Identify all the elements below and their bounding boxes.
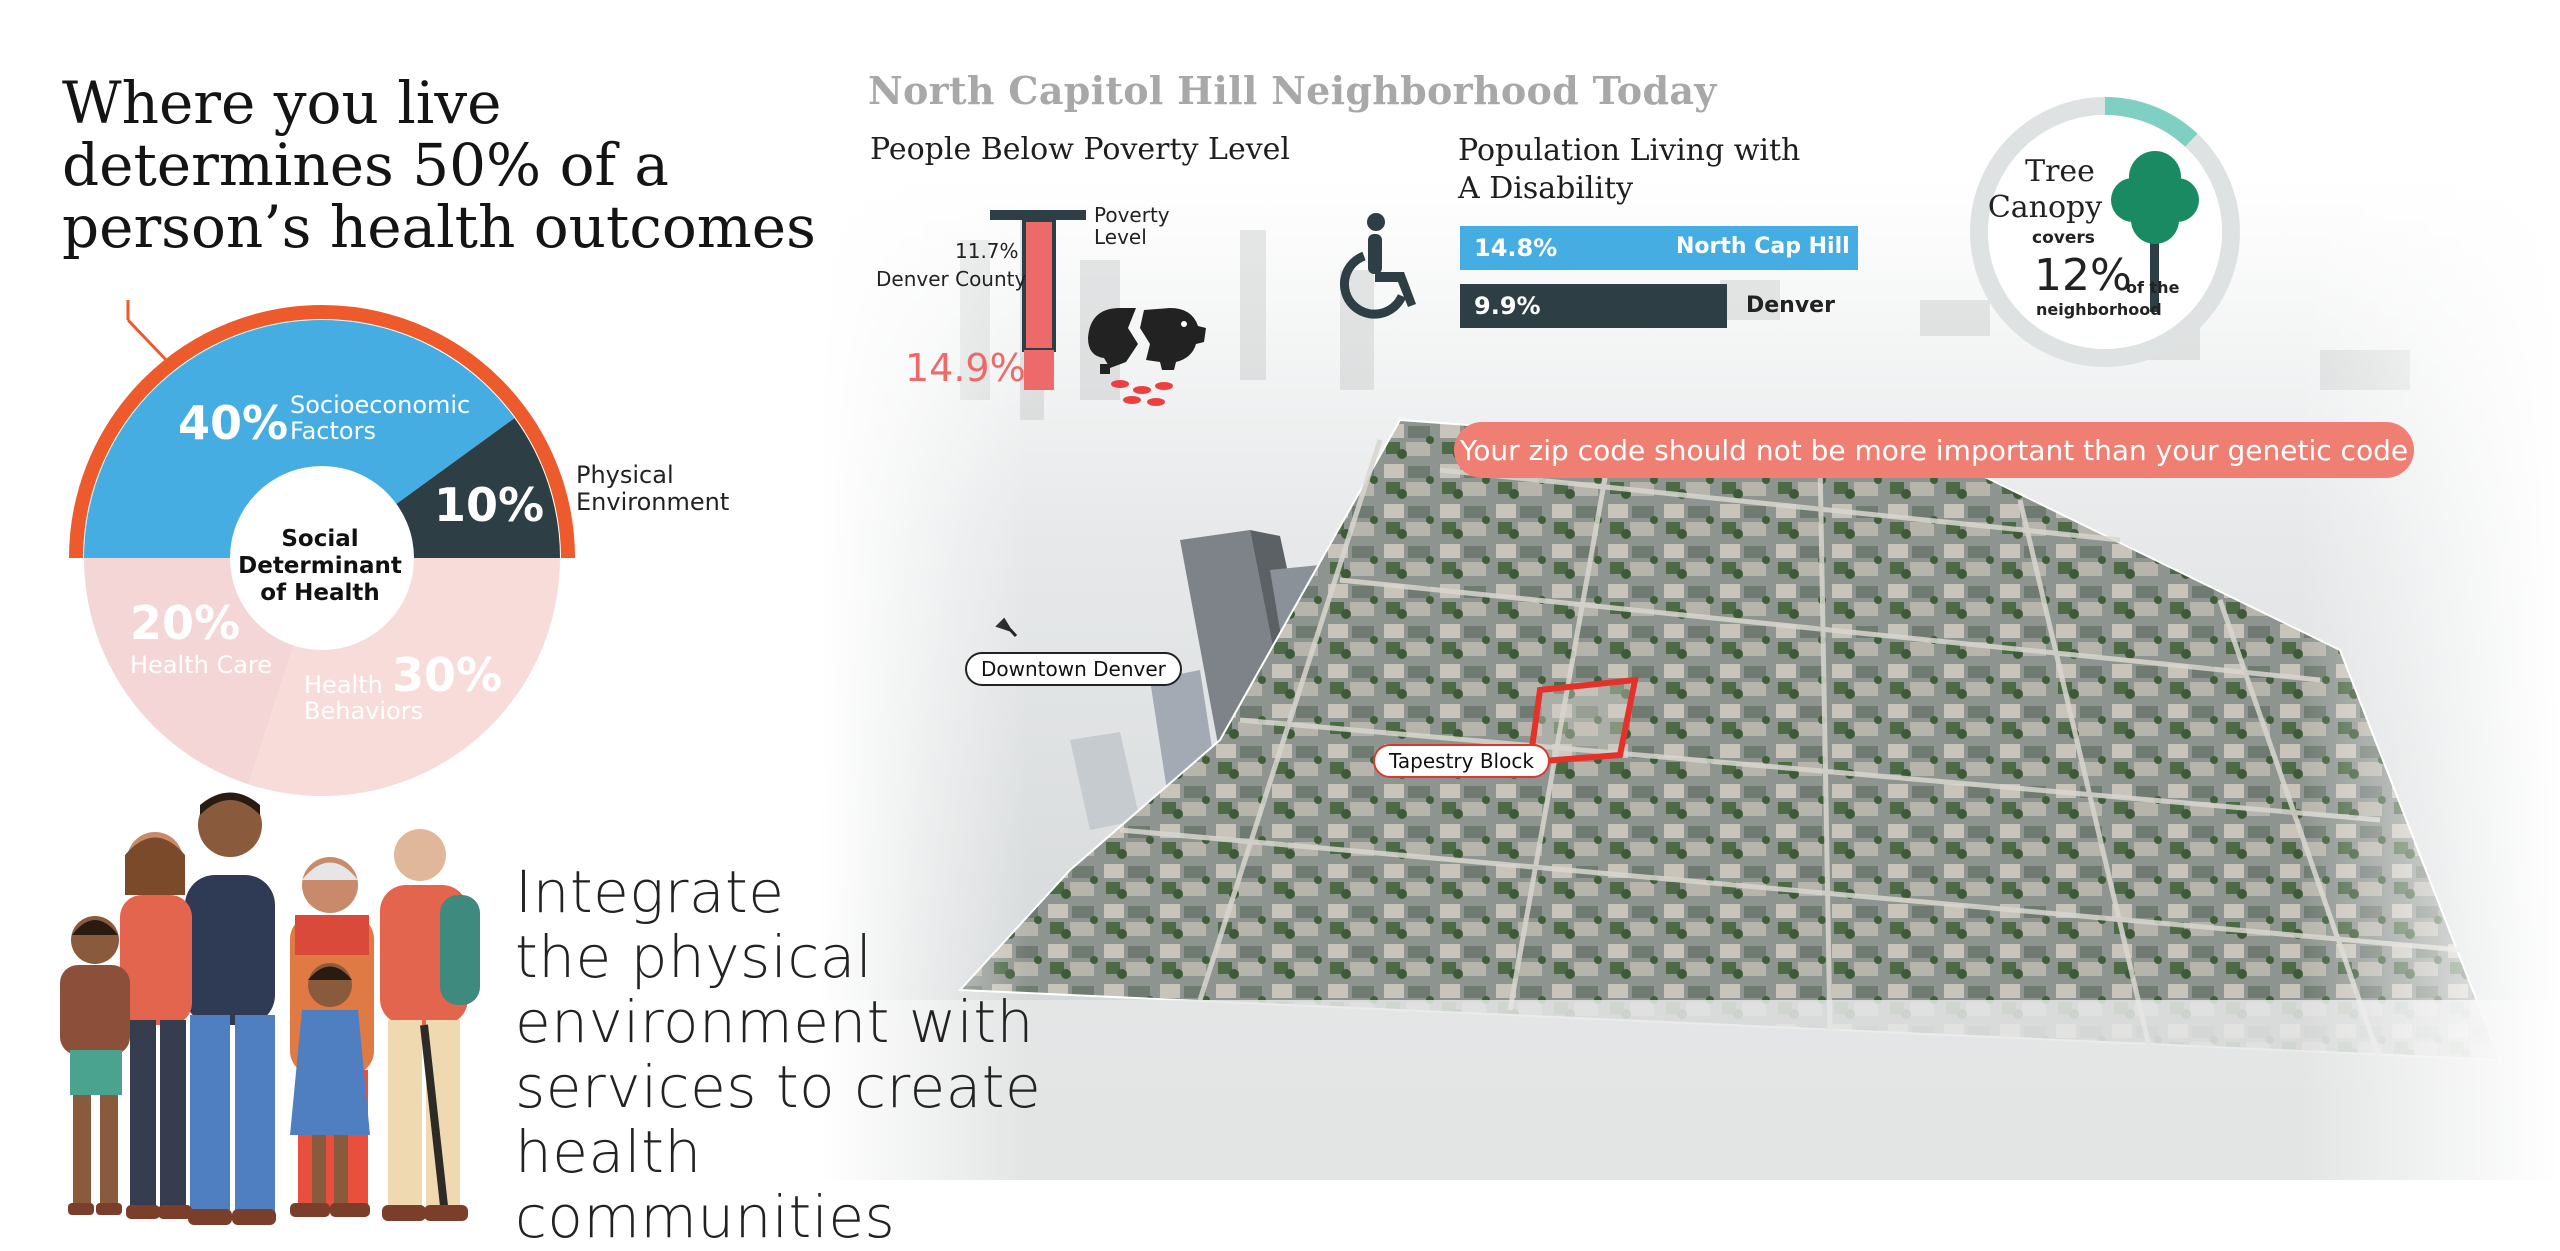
disability-name-denver: Denver <box>1746 293 1835 318</box>
donut-slice-socioeconomic <box>84 319 515 558</box>
disability-heading-line1: Population Living with <box>1458 133 1801 168</box>
fifty-percent-accent-arc <box>69 305 575 559</box>
physical-env-label-line1: Physical <box>576 461 674 489</box>
poverty-heading: People Below Poverty Level <box>870 132 1290 167</box>
socioeconomic-label: Socioeconomic Factors <box>290 392 470 444</box>
woman-figure <box>120 832 192 1210</box>
disability-name-north-cap-hill: North Cap Hill <box>1676 234 1850 259</box>
poverty-level-line <box>990 210 1086 220</box>
donut-center <box>230 466 414 650</box>
integrate-line-2: the physical <box>515 923 873 991</box>
center-line-1: Social <box>281 526 359 552</box>
tree-canopy-pct: 12% <box>2034 250 2132 301</box>
center-line-2: Determinant <box>238 553 402 579</box>
tree-canopy-title-2: Canopy <box>1987 190 2103 225</box>
poverty-thermometer <box>990 210 1086 390</box>
man-figure <box>185 792 275 1215</box>
tree-canopy-neighborhood: neighborhood <box>2036 300 2162 319</box>
disability-heading: Population Living with A Disability <box>1458 132 1878 208</box>
health-behaviors-label: Health Behaviors <box>304 671 424 725</box>
poverty-label-line1: Poverty <box>1094 203 1170 227</box>
headline-line-1: Where you live <box>62 69 502 137</box>
integrate-line-1: Integrate <box>515 858 785 926</box>
health-care-pct: 20% <box>130 596 241 650</box>
health-behaviors-label-line1: Health <box>304 671 383 699</box>
tree-icon <box>2111 151 2199 312</box>
grandfather-figure <box>380 829 480 1216</box>
integrate-line-4: services to create <box>515 1053 1042 1121</box>
county-poverty-pct: 11.7% <box>955 239 1019 263</box>
family-illustration <box>60 792 480 1225</box>
disability-bar-denver: 9.9% <box>1460 284 1727 328</box>
girl-figure <box>290 963 370 1205</box>
poverty-label-line2: Level <box>1094 225 1147 249</box>
tapestry-block-label: Tapestry Block <box>1373 744 1550 778</box>
donut-center-label: Social Determinant of Health <box>222 526 418 607</box>
poverty-bar <box>1022 218 1056 352</box>
tree-canopy-ring <box>1970 97 2240 367</box>
integrate-line-3: environment with <box>515 988 1034 1056</box>
headline: Where you live determines 50% of a perso… <box>62 72 862 258</box>
disability-heading-line2: A Disability <box>1458 171 1634 206</box>
socioeconomic-label-line1: Socioeconomic <box>290 391 471 419</box>
physical-env-label-line2: Environment <box>576 488 730 516</box>
integrate-line-5: health communities <box>515 1118 896 1251</box>
poverty-bar-excess <box>1024 350 1054 390</box>
poverty-level-label: Poverty Level <box>1094 204 1170 248</box>
boy-figure <box>60 916 130 1205</box>
neighborhood-title: North Capitol Hill Neighborhood Today <box>868 68 1717 113</box>
disability-value-north-cap-hill: 14.8% <box>1474 234 1558 262</box>
broken-piggy-bank-icon <box>1088 308 1206 406</box>
physical-env-pct: 10% <box>434 478 545 532</box>
health-behaviors-label-line2: Behaviors <box>304 697 424 725</box>
socioeconomic-pct: 40% <box>178 396 289 450</box>
tree-canopy-title-1: Tree <box>2025 154 2095 189</box>
disability-bar-north-cap-hill: 14.8% <box>1460 226 1858 270</box>
physical-env-label: Physical Environment <box>576 462 776 516</box>
downtown-denver-label: Downtown Denver <box>965 652 1182 686</box>
headline-line-3: person’s health outcomes <box>62 193 816 261</box>
health-behaviors-pct: 30% <box>392 648 503 702</box>
wheelchair-icon <box>1339 213 1416 319</box>
health-care-label: Health Care <box>130 651 273 679</box>
tree-canopy-covers: covers <box>2032 228 2095 248</box>
disability-value-denver: 9.9% <box>1474 292 1541 320</box>
county-name: Denver County <box>876 267 1027 291</box>
zip-code-banner: Your zip code should not be more importa… <box>1454 422 2414 478</box>
social-determinant-donut <box>69 300 575 796</box>
tree-canopy-of-the: of the <box>2126 278 2180 297</box>
integrate-statement: Integrate the physical environment with … <box>515 860 1075 1250</box>
socioeconomic-label-line2: Factors <box>290 417 376 445</box>
local-poverty-pct: 14.9% <box>905 346 1026 390</box>
center-line-3: of Health <box>260 580 380 606</box>
headline-line-2: determines 50% of a <box>62 131 669 199</box>
